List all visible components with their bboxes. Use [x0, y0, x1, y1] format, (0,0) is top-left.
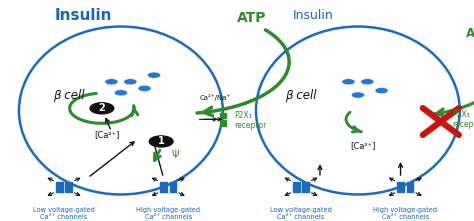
Text: [Ca²⁺]: [Ca²⁺]	[94, 130, 119, 139]
Text: ATP: ATP	[466, 27, 474, 40]
Bar	[220, 113, 226, 118]
Text: [Ca²⁺]: [Ca²⁺]	[350, 141, 375, 150]
Circle shape	[342, 79, 355, 85]
Text: High voltage-gated
Ca²⁺ channels: High voltage-gated Ca²⁺ channels	[373, 207, 438, 220]
Text: Ca²⁺/Na⁺: Ca²⁺/Na⁺	[200, 94, 231, 101]
Bar	[397, 182, 404, 192]
Circle shape	[114, 90, 128, 96]
Bar	[302, 182, 309, 192]
Circle shape	[149, 136, 173, 147]
Bar	[56, 182, 63, 192]
Circle shape	[105, 79, 118, 85]
Bar	[407, 182, 413, 192]
Text: ATP: ATP	[237, 11, 266, 25]
Bar	[170, 182, 176, 192]
Text: Low voltage-gated
Ca²⁺ channels: Low voltage-gated Ca²⁺ channels	[270, 207, 332, 220]
Circle shape	[351, 92, 365, 98]
Text: Insulin: Insulin	[54, 8, 112, 23]
Text: 2: 2	[99, 103, 105, 113]
Text: β cell: β cell	[53, 89, 84, 101]
Circle shape	[124, 79, 137, 85]
Circle shape	[138, 85, 151, 91]
Circle shape	[90, 103, 114, 114]
Text: P2X₃
receptor: P2X₃ receptor	[453, 110, 474, 129]
Bar	[65, 182, 72, 192]
Circle shape	[147, 72, 161, 78]
Text: 1: 1	[158, 136, 164, 147]
Text: P2X₃
receptor: P2X₃ receptor	[235, 111, 267, 130]
Text: Insulin: Insulin	[292, 9, 333, 22]
Text: Low voltage-gated
Ca²⁺ channels: Low voltage-gated Ca²⁺ channels	[33, 207, 95, 220]
Circle shape	[361, 79, 374, 85]
Bar	[160, 182, 167, 192]
Text: Ψ: Ψ	[172, 150, 179, 160]
Bar	[220, 120, 226, 126]
Bar	[293, 182, 300, 192]
Circle shape	[375, 88, 388, 94]
Text: β cell: β cell	[285, 89, 317, 101]
Text: High voltage-gated
Ca²⁺ channels: High voltage-gated Ca²⁺ channels	[136, 207, 201, 220]
